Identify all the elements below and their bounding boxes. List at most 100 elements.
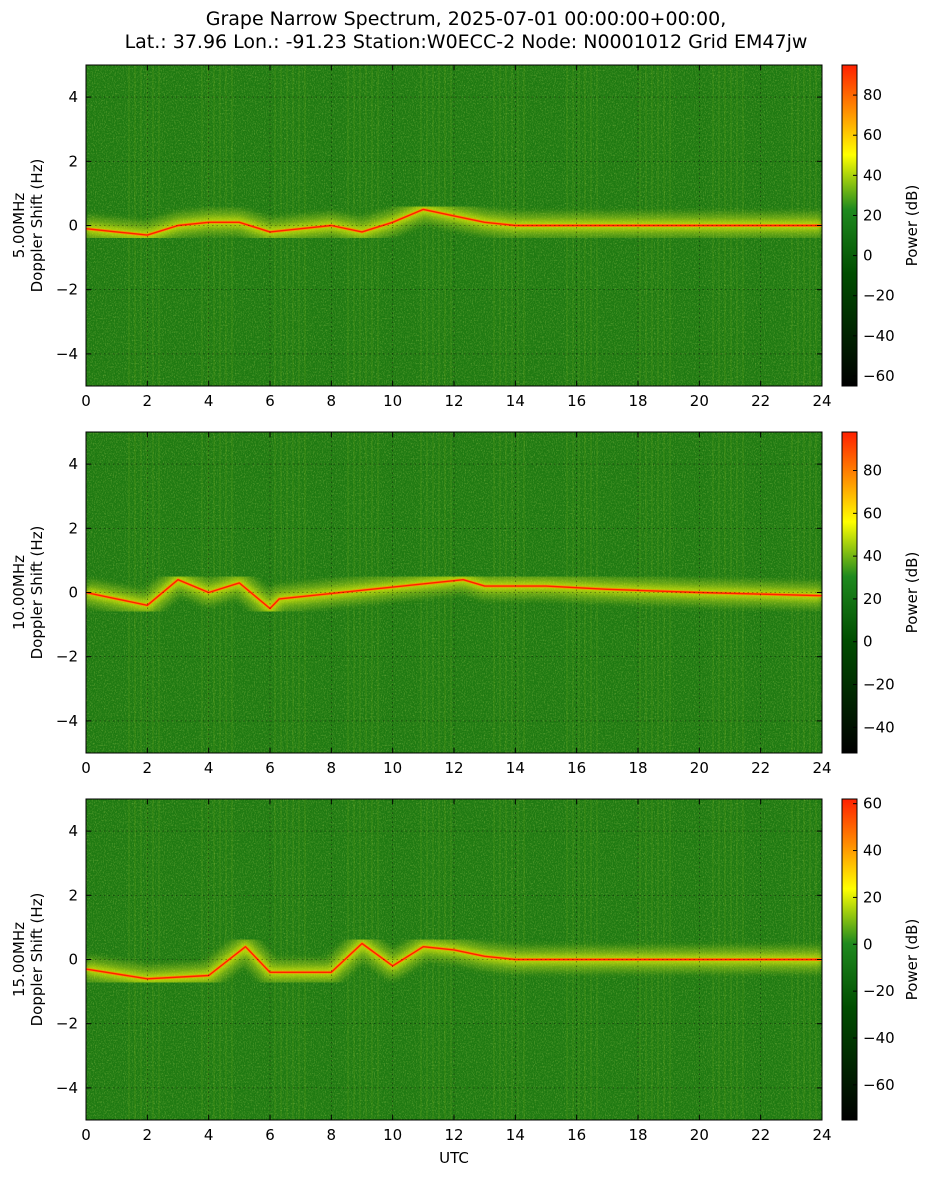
x-tick-label: 18 (628, 759, 647, 777)
colorbar-tick-label: −60 (863, 367, 895, 385)
x-tick-label: 24 (812, 1126, 831, 1144)
colorbar-tick-label: −60 (863, 1076, 895, 1094)
heatmap-area (86, 799, 822, 1120)
x-tick-label: 22 (751, 1126, 770, 1144)
x-tick-label: 0 (81, 759, 91, 777)
colorbar-label: Power (dB) (903, 552, 921, 634)
y-axis-label-line2: Doppler Shift (Hz) (28, 526, 46, 660)
chart-title-line1: Grape Narrow Spectrum, 2025-07-01 00:00:… (205, 8, 727, 30)
y-tick-label: 4 (68, 88, 78, 106)
colorbar-tick-label: 60 (863, 795, 882, 813)
x-tick-label: 24 (812, 392, 831, 410)
x-tick-label: 16 (567, 759, 586, 777)
colorbar-tick-label: 40 (863, 547, 882, 565)
y-tick-label: −2 (56, 1015, 78, 1033)
x-tick-label: 2 (143, 1126, 153, 1144)
x-tick-label: 10 (383, 759, 402, 777)
y-tick-label: 0 (68, 217, 78, 235)
y-tick-label: −2 (56, 281, 78, 299)
y-axis-label-line1: 5.00MHz (10, 193, 28, 259)
colorbar-tick-label: 0 (863, 935, 873, 953)
x-tick-label: 0 (81, 392, 91, 410)
y-axis-label: 5.00MHzDoppler Shift (Hz) (10, 159, 46, 293)
x-axis-label: UTC (439, 1149, 469, 1167)
colorbar-tick-label: −20 (863, 676, 895, 694)
chart-title-line2: Lat.: 37.96 Lon.: -91.23 Station:W0ECC-2… (124, 31, 808, 53)
x-tick-label: 22 (751, 392, 770, 410)
colorbar-tick-label: −20 (863, 982, 895, 1000)
panel-3: 0 2 4 6 8 10 12 14 16 18 20 22 24−4−202415.00MHzDopp… (10, 795, 921, 1144)
x-tick-label: 20 (690, 759, 709, 777)
y-tick-label: 2 (68, 886, 78, 904)
colorbar (841, 798, 858, 1121)
x-tick-label: 0 (81, 1126, 91, 1144)
x-tick-label: 12 (444, 759, 463, 777)
x-tick-label: 6 (265, 1126, 275, 1144)
x-tick-label: 4 (204, 1126, 214, 1144)
y-tick-label: 0 (68, 951, 78, 969)
x-tick-label: 10 (383, 1126, 402, 1144)
x-tick-label: 10 (383, 392, 402, 410)
x-tick-label: 18 (628, 1126, 647, 1144)
x-tick-label: 14 (506, 1126, 525, 1144)
x-tick-label: 8 (327, 392, 337, 410)
doppler-trace (86, 208, 822, 236)
x-tick-label: 2 (143, 392, 153, 410)
colorbar-label: Power (dB) (903, 185, 921, 267)
x-tick-label: 20 (690, 1126, 709, 1144)
y-axis-label-line1: 15.00MHz (10, 922, 28, 997)
colorbar-tick-label: −40 (863, 327, 895, 345)
colorbar-tick-label: 80 (863, 462, 882, 480)
colorbar-tick-label: 0 (863, 633, 873, 651)
panel-1: 0 2 4 6 8 10 12 14 16 18 20 22 24−4−20245.00MHzDoppl… (10, 64, 921, 410)
y-tick-label: −4 (56, 712, 78, 730)
y-axis-label-line2: Doppler Shift (Hz) (28, 893, 46, 1027)
colorbar (841, 431, 858, 754)
y-tick-label: 4 (68, 822, 78, 840)
x-tick-label: 2 (143, 759, 153, 777)
colorbar-tick-label: 20 (863, 206, 882, 224)
colorbar-tick-label: −40 (863, 1029, 895, 1047)
x-tick-label: 20 (690, 392, 709, 410)
colorbar-tick-label: 40 (863, 166, 882, 184)
heatmap-area (86, 432, 822, 753)
x-tick-label: 6 (265, 392, 275, 410)
colorbar-label: Power (dB) (903, 919, 921, 1001)
colorbar-tick-label: 20 (863, 888, 882, 906)
colorbar-tick-label: −20 (863, 287, 895, 305)
y-axis-label: 15.00MHzDoppler Shift (Hz) (10, 893, 46, 1027)
doppler-trace (86, 579, 822, 610)
x-tick-label: 12 (444, 1126, 463, 1144)
colorbar (841, 64, 858, 387)
colorbar-tick-label: 80 (863, 86, 882, 104)
x-tick-label: 16 (567, 1126, 586, 1144)
x-tick-label: 18 (628, 392, 647, 410)
x-tick-label: 22 (751, 759, 770, 777)
x-tick-label: 4 (204, 392, 214, 410)
colorbar-tick-label: 60 (863, 504, 882, 522)
x-tick-label: 8 (327, 1126, 337, 1144)
heatmap-area (86, 65, 822, 386)
y-tick-label: 2 (68, 519, 78, 537)
y-axis-label-line2: Doppler Shift (Hz) (28, 159, 46, 293)
colorbar-tick-label: 40 (863, 842, 882, 860)
panel-2: 0 2 4 6 8 10 12 14 16 18 20 22 24−4−202410.00MHzDopp… (10, 431, 921, 777)
x-tick-label: 4 (204, 759, 214, 777)
colorbar-tick-label: 0 (863, 247, 873, 265)
y-tick-label: 4 (68, 455, 78, 473)
x-tick-label: 8 (327, 759, 337, 777)
x-tick-label: 12 (444, 392, 463, 410)
colorbar-tick-label: 20 (863, 590, 882, 608)
y-tick-label: −2 (56, 648, 78, 666)
y-tick-label: −4 (56, 345, 78, 363)
colorbar-tick-label: −40 (863, 718, 895, 736)
x-tick-label: 24 (812, 759, 831, 777)
x-tick-label: 14 (506, 759, 525, 777)
x-tick-label: 6 (265, 759, 275, 777)
y-tick-label: 0 (68, 584, 78, 602)
colorbar-tick-label: 60 (863, 126, 882, 144)
x-tick-label: 16 (567, 392, 586, 410)
y-axis-label: 10.00MHzDoppler Shift (Hz) (10, 526, 46, 660)
